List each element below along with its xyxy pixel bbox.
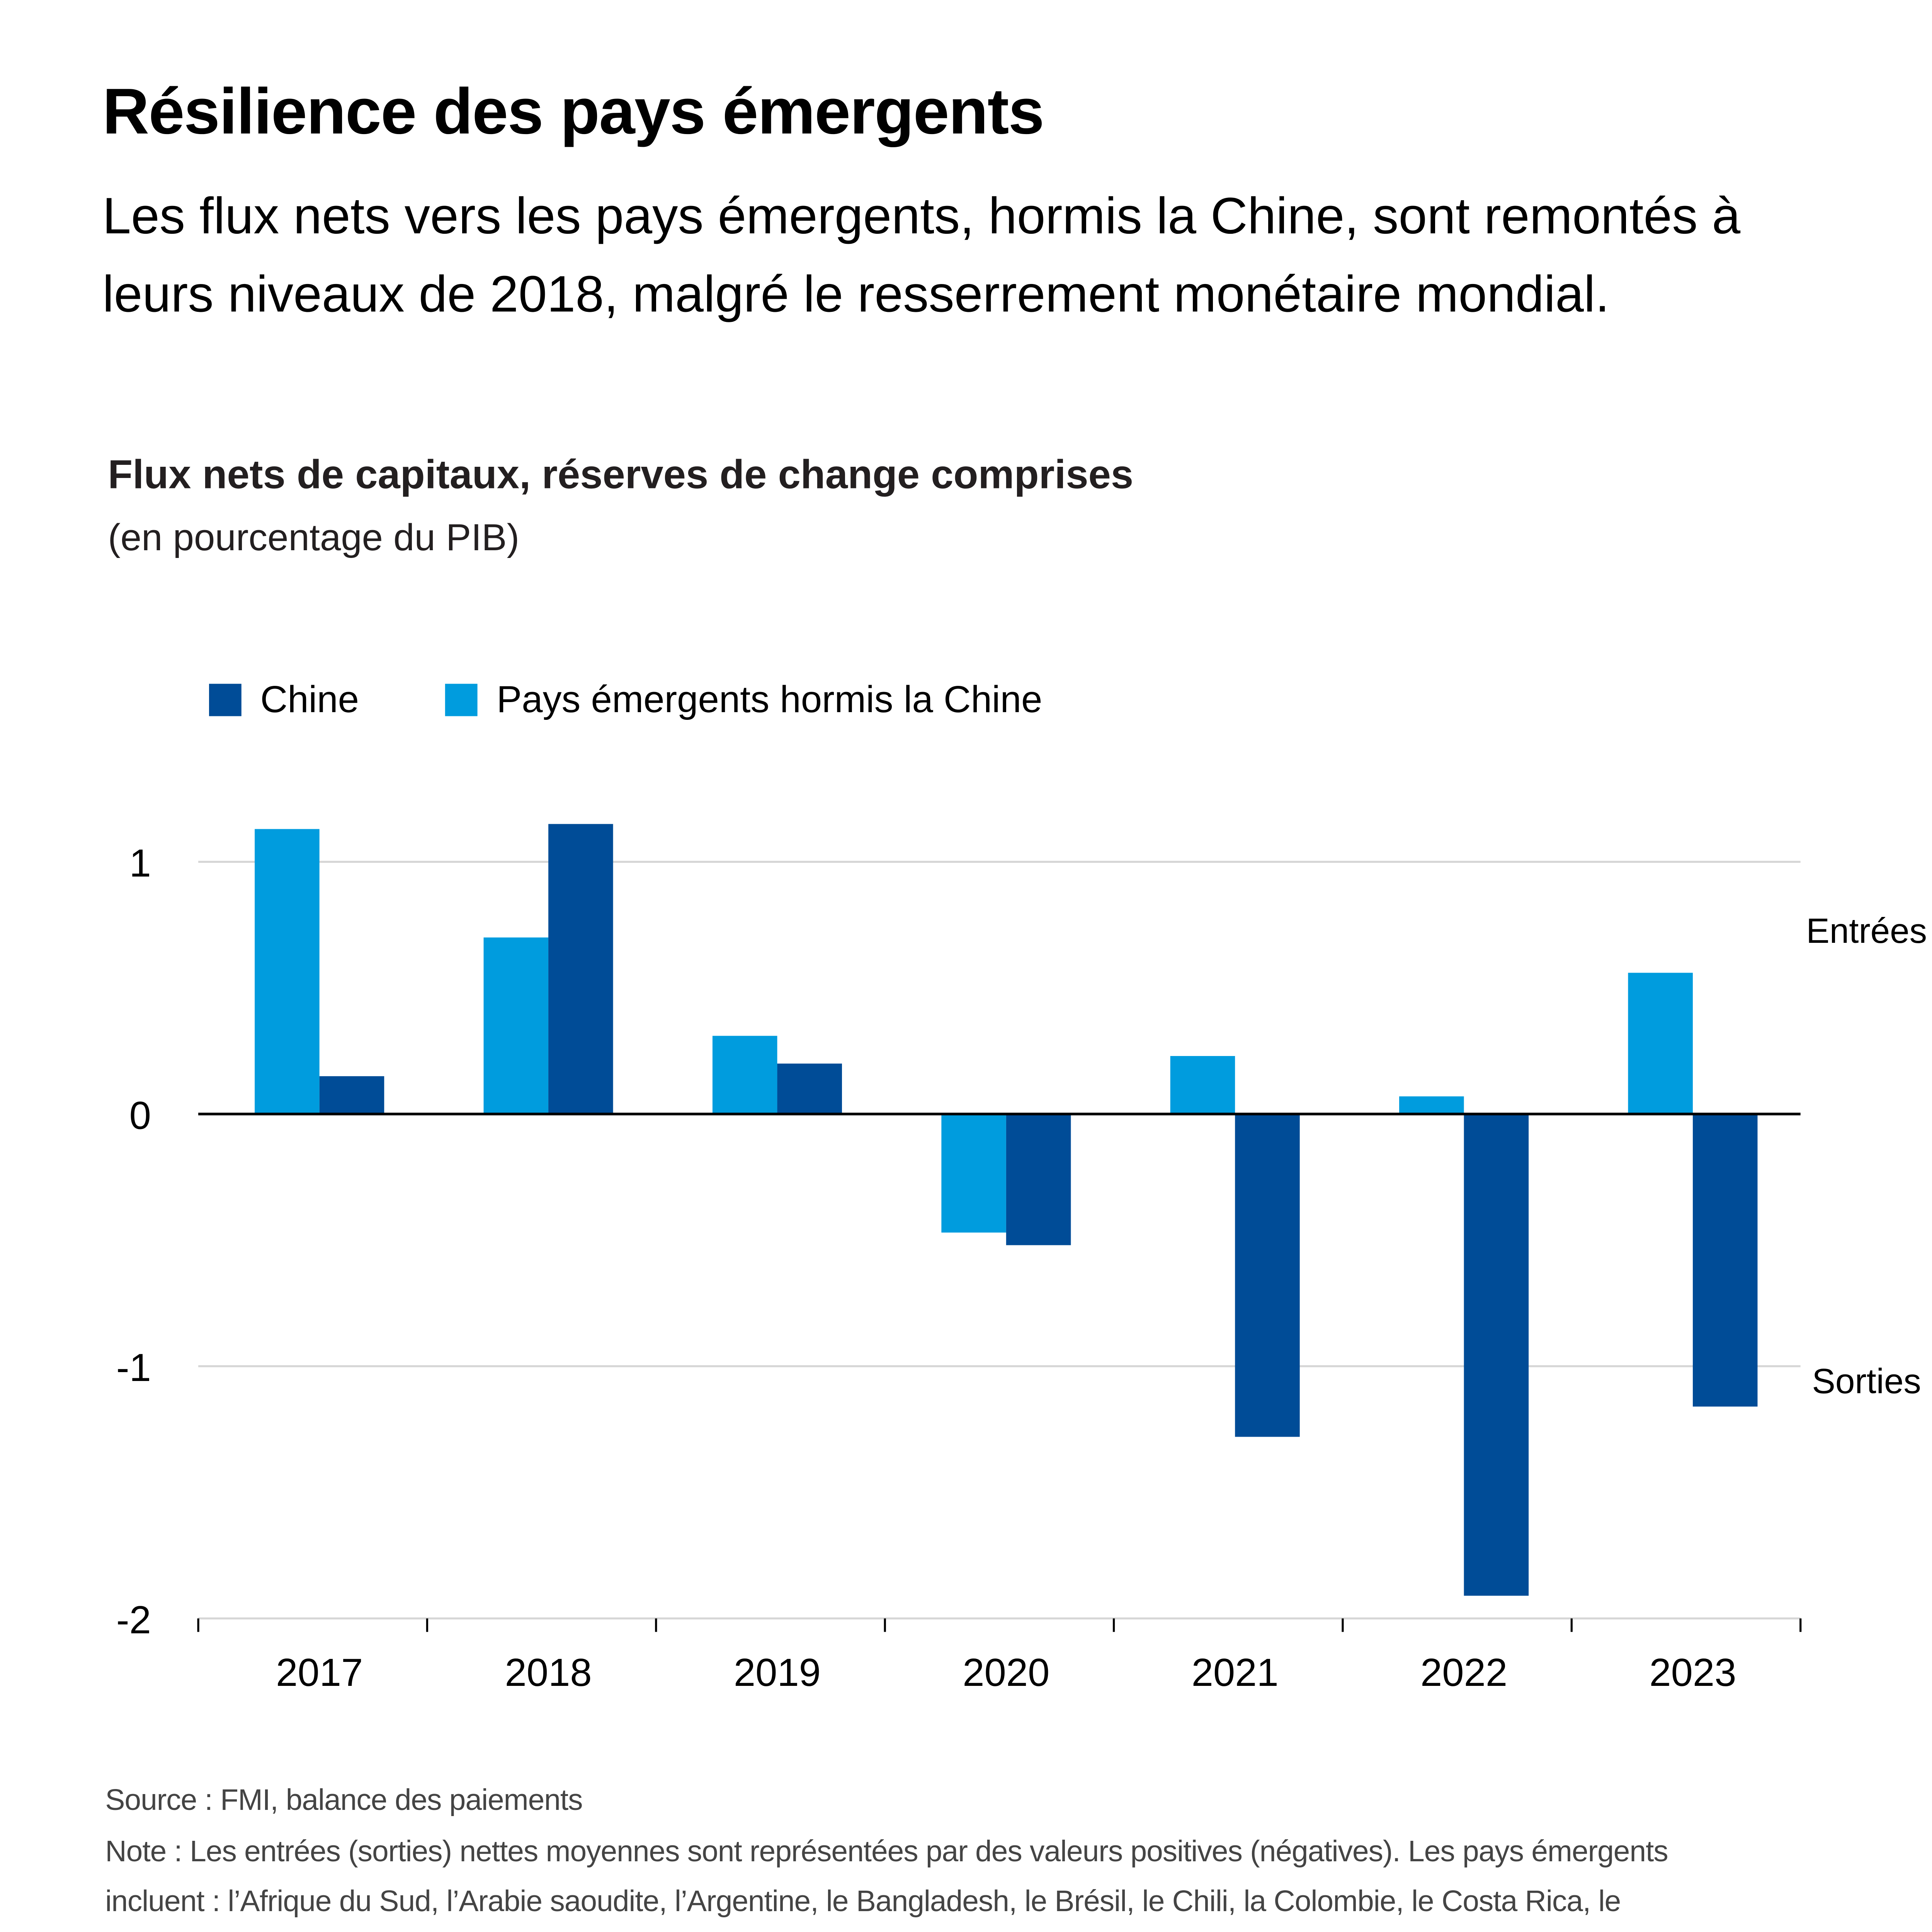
y-tick-label: -2 — [116, 1598, 151, 1642]
bar-china-2020 — [1006, 1114, 1071, 1245]
legend-swatch-china — [209, 684, 242, 716]
outflows-label: Sorties nettes — [1812, 1361, 1932, 1401]
bar-em-ex-china-2019 — [712, 1036, 777, 1114]
legend: Chine Pays émergents hormis la Chine — [209, 679, 1129, 722]
bar-china-2017 — [319, 1076, 384, 1114]
bar-em-ex-china-2021 — [1170, 1056, 1235, 1114]
x-tick-label: 2022 — [1420, 1651, 1507, 1694]
source-note: Source : FMI, balance des paiements — [105, 1783, 583, 1817]
legend-item-em-ex-china: Pays émergents hormis la Chine — [445, 679, 1042, 722]
footnote: Note : Les entrées (sorties) nettes moye… — [105, 1833, 1668, 1918]
inflows-label: Entrées nettes — [1806, 910, 1932, 951]
bar-china-2023 — [1692, 1114, 1758, 1407]
x-tick-label: 2023 — [1649, 1651, 1736, 1694]
x-tick-label: 2021 — [1192, 1651, 1279, 1694]
bar-china-2021 — [1235, 1114, 1300, 1437]
y-tick-label: -1 — [116, 1346, 151, 1389]
y-tick-label: 0 — [129, 1094, 151, 1137]
bar-em-ex-china-2022 — [1399, 1096, 1464, 1114]
x-tick-label: 2017 — [276, 1651, 363, 1694]
bar-em-ex-china-2020 — [941, 1114, 1006, 1233]
legend-item-china: Chine — [209, 679, 359, 722]
bar-china-2019 — [777, 1063, 842, 1114]
legend-label-em-ex-china: Pays émergents hormis la Chine — [497, 678, 1043, 720]
page-subtitle: Les flux nets vers les pays émergents, h… — [102, 189, 1741, 324]
x-tick-label: 2018 — [505, 1651, 592, 1694]
page-title: Résilience des pays émergents — [102, 77, 1044, 148]
y-tick-label: 1 — [129, 842, 151, 885]
x-tick-label: 2019 — [734, 1651, 821, 1694]
x-tick-label: 2020 — [963, 1651, 1049, 1694]
bar-em-ex-china-2023 — [1628, 973, 1693, 1114]
bar-em-ex-china-2018 — [483, 937, 549, 1114]
chart-title: Flux nets de capitaux, réserves de chang… — [108, 453, 1134, 498]
bar-china-2022 — [1464, 1114, 1529, 1596]
bar-china-2018 — [548, 824, 613, 1114]
legend-label-china: Chine — [260, 678, 359, 720]
legend-swatch-em-ex-china — [445, 684, 478, 716]
bar-em-ex-china-2017 — [255, 829, 320, 1114]
chart-unit: (en pourcentage du PIB) — [108, 516, 520, 559]
footer: Source : FMI, balance des paiements Note… — [105, 1775, 1764, 1932]
